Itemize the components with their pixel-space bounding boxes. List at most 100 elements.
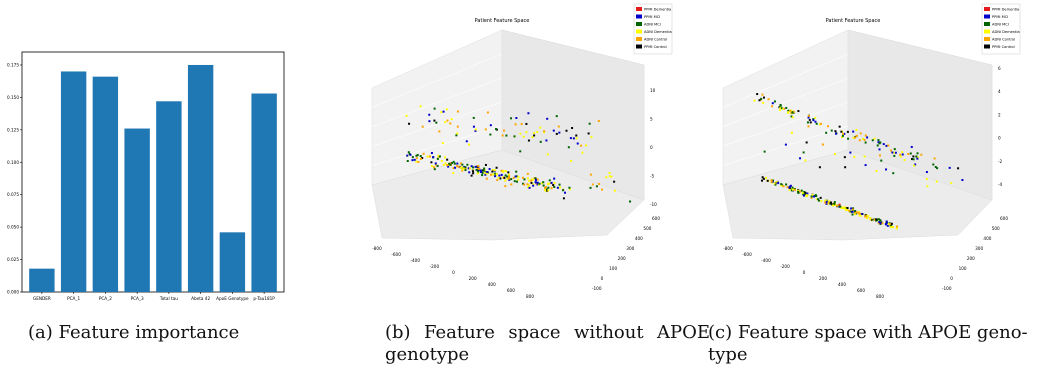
scatter-point [456, 165, 459, 168]
scatter-point [472, 116, 475, 119]
grid-line [371, 53, 503, 108]
scatter-point [853, 136, 856, 139]
scatter-point [790, 115, 793, 118]
scatter-point [448, 162, 451, 165]
scatter-point [459, 162, 462, 165]
scatter-point [864, 164, 867, 167]
scatter-point [463, 167, 466, 170]
scatter-point [446, 119, 449, 122]
scatter-point [576, 142, 579, 145]
scatter-point [415, 154, 418, 157]
scatter-point [833, 201, 836, 204]
legend-swatch [636, 14, 642, 19]
scatter-point [484, 173, 487, 176]
scatter-point [543, 130, 546, 133]
scatter-point [523, 183, 526, 186]
scatter-point [830, 129, 833, 132]
scatter-point [496, 179, 499, 182]
scatter-point [464, 166, 467, 169]
scatter-point [522, 135, 525, 138]
scatter-point [494, 175, 497, 178]
y-tick-label: 200 [618, 256, 626, 261]
scatter-point [876, 144, 879, 147]
y-tick-label: 500 [992, 226, 1000, 231]
x-tick-label: -600 [742, 252, 752, 257]
scatter-point [863, 138, 866, 141]
y-tick-label: 600 [1000, 216, 1008, 221]
scatter-point [413, 158, 416, 161]
scatter-point [880, 159, 883, 162]
scatter-point [526, 177, 529, 180]
scatter-point [508, 178, 511, 181]
scatter-point [526, 172, 529, 175]
scatter-point [875, 169, 878, 172]
scatter-point [433, 168, 436, 171]
scatter-point [477, 170, 480, 173]
scatter-point [825, 200, 828, 203]
y-tick-label: 0.150 [7, 95, 19, 100]
feature-space-with-apoe: Patient Feature Space PPMI Dementia PPMI … [708, 0, 1039, 310]
scatter-point [452, 160, 455, 163]
z-tick-label: 6 [998, 66, 1001, 71]
scatter-point [608, 172, 611, 175]
scatter-point [860, 212, 863, 215]
scatter-point [950, 182, 953, 185]
scatter-point [916, 157, 919, 160]
grid-line [371, 77, 503, 128]
z-tick-label: -2 [998, 159, 1003, 164]
scatter-point [790, 188, 793, 191]
scatter-point [541, 182, 544, 185]
scatter-point [519, 150, 522, 153]
x-axis: GENDER PCA_1 PCA_2 PCA_3 Total tau Abeta 42 Ap… [33, 292, 275, 301]
z-tick-label: 0 [998, 136, 1001, 141]
scatter-point [790, 109, 793, 112]
scatter-point [866, 136, 869, 139]
scatter-point [464, 169, 467, 172]
scatter-point [789, 184, 792, 187]
scatter-point [491, 170, 494, 173]
scatter-point [827, 201, 830, 204]
scatter-point [442, 163, 445, 166]
scatter-point [494, 128, 497, 131]
legend-entry: PPMI Control [992, 45, 1015, 49]
legend-swatch [984, 44, 990, 49]
scatter-point [891, 151, 894, 154]
scatter-point [575, 134, 578, 137]
scatter-point [780, 107, 783, 110]
scatter-point [786, 186, 789, 189]
x-tick-label: -800 [723, 246, 733, 251]
legend-swatch [984, 37, 990, 41]
scatter-point [428, 155, 431, 158]
scatter-point [456, 125, 459, 128]
scatter-point [889, 223, 892, 226]
scatter-point [782, 107, 785, 110]
scatter-point [433, 119, 436, 122]
scatter-point [877, 141, 880, 144]
scatter-point [587, 132, 590, 135]
scatter-point [865, 217, 868, 220]
scatter-point [889, 225, 892, 228]
legend-entry: ADNI Dementia [992, 30, 1020, 34]
x-tick-label: -200 [780, 264, 790, 269]
x-tick-label: 200 [819, 276, 827, 281]
y-tick-label: 0.075 [7, 192, 19, 197]
scatter-point [494, 172, 497, 175]
scatter-point [915, 155, 918, 158]
legend-swatch [636, 7, 642, 11]
scatter-point [838, 203, 841, 206]
scatter-point [936, 167, 939, 170]
scatter-point [853, 213, 856, 216]
scatter-point [534, 178, 537, 181]
scatter-point [508, 173, 511, 176]
caption-c: (c) Feature space with APOE geno- type [708, 322, 1028, 365]
scatter-point [758, 99, 761, 102]
scatter-point [852, 207, 855, 210]
scatter-point [807, 125, 810, 128]
scatter-point [925, 171, 928, 174]
bar-pca-1 [60, 71, 87, 292]
scatter-point [806, 194, 809, 197]
scatter-point [499, 177, 502, 180]
scatter-point [598, 182, 601, 185]
scatter-point [812, 119, 815, 122]
grid-line [722, 77, 849, 128]
